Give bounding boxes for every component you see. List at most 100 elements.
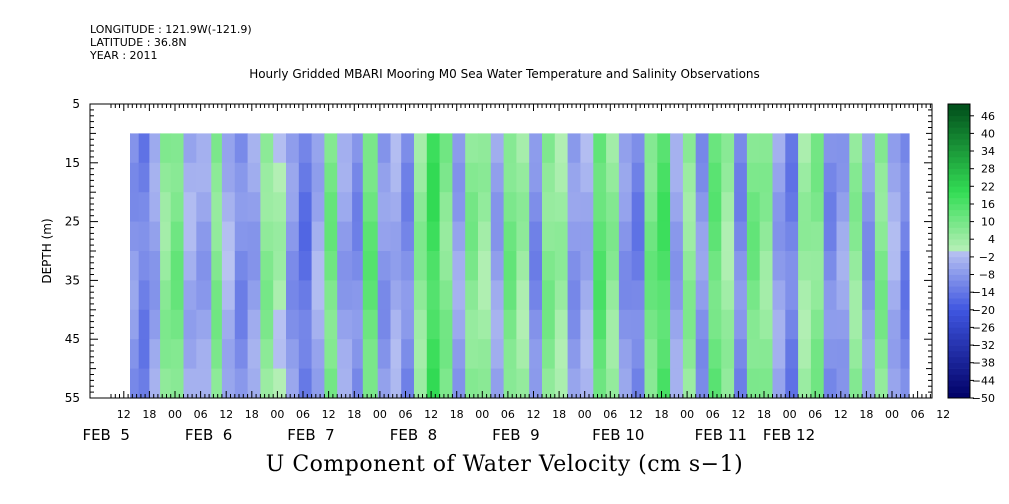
- x-tick-label: 18: [655, 408, 669, 421]
- heatmap-cell: [286, 192, 300, 223]
- heatmap-cell: [734, 368, 748, 399]
- colorbar-segment: [948, 168, 970, 175]
- heatmap-cell: [160, 339, 172, 370]
- colorbar-label: −38: [972, 357, 995, 370]
- heatmap-cell: [849, 221, 863, 252]
- heatmap-cell: [211, 162, 223, 193]
- colorbar-segment: [948, 256, 970, 264]
- heatmap-cell: [234, 368, 249, 399]
- colorbar-segment: [948, 309, 970, 316]
- heatmap-cell: [708, 309, 722, 340]
- colorbar-label: 10: [981, 216, 995, 229]
- heatmap-cell: [286, 368, 300, 399]
- heatmap-cell: [734, 133, 748, 164]
- heatmap-cell: [478, 221, 492, 252]
- heatmap-cell: [138, 192, 150, 223]
- heatmap-cell: [759, 251, 774, 281]
- heatmap-cell: [221, 368, 236, 399]
- heatmap-cell: [183, 339, 197, 370]
- heatmap-cell: [286, 221, 300, 252]
- heatmap-cell: [606, 162, 620, 193]
- heatmap-cell: [138, 309, 150, 340]
- heatmap-cell: [810, 339, 825, 370]
- heatmap-cell: [631, 221, 646, 252]
- x-tick-label: 06: [911, 408, 925, 421]
- colorbar-label: −20: [972, 304, 995, 317]
- colorbar-segment: [948, 303, 970, 311]
- y-tick-label: 15: [65, 156, 80, 170]
- heatmap-cell: [708, 221, 722, 252]
- colorbar-segment: [948, 362, 970, 369]
- heatmap-cell: [887, 251, 902, 281]
- heatmap-cell: [734, 221, 748, 252]
- x-date-label: FEB 6: [185, 426, 232, 444]
- heatmap-cell: [149, 339, 161, 370]
- heatmap-cell: [478, 368, 492, 399]
- colorbar-segment: [948, 268, 970, 275]
- heatmap-cell: [362, 368, 379, 399]
- heatmap-cell: [593, 192, 607, 223]
- heatmap-cell: [149, 309, 161, 340]
- heatmap-cell: [580, 192, 594, 223]
- heatmap-cell: [221, 133, 236, 164]
- heatmap-cell: [452, 192, 466, 223]
- heatmap-cell: [234, 221, 249, 252]
- heatmap-cell: [439, 192, 453, 223]
- heatmap-cell: [631, 309, 646, 340]
- heatmap-cell: [542, 368, 556, 399]
- x-tick-label: 06: [808, 408, 822, 421]
- heatmap-cell: [196, 192, 212, 223]
- heatmap-cell: [452, 162, 466, 193]
- velocity-heatmap-chart: 12 18 00 06 12 18 00 06 12 18 00 06 12 18 00 06 12 18 00 06…: [40, 97, 995, 444]
- heatmap-cell: [823, 221, 838, 252]
- x-date-label: FEB 12: [763, 426, 815, 444]
- heatmap-cell: [311, 368, 325, 399]
- heatmap-cell: [160, 162, 172, 193]
- chart-title: Hourly Gridded MBARI Mooring M0 Sea Wate…: [249, 67, 760, 81]
- heatmap-cell: [414, 368, 428, 399]
- heatmap-cell: [823, 192, 838, 223]
- heatmap-cell: [542, 309, 556, 340]
- heatmap-cell: [734, 339, 748, 370]
- heatmap-cell: [606, 309, 620, 340]
- heatmap-cell: [657, 162, 671, 193]
- colorbar-segment: [948, 239, 970, 246]
- colorbar-segment: [948, 174, 970, 181]
- heatmap-cell: [362, 133, 379, 164]
- heatmap-cell: [785, 280, 799, 311]
- heatmap-cell: [273, 339, 287, 370]
- heatmap-cell: [503, 339, 517, 370]
- heatmap-cell: [708, 339, 722, 370]
- heatmap-cell: [657, 309, 671, 340]
- heatmap-cell: [682, 133, 697, 164]
- heatmap-cell: [695, 192, 710, 223]
- heatmap-cell: [746, 251, 761, 281]
- heatmap-cell: [273, 133, 287, 164]
- heatmap-cell: [759, 221, 774, 252]
- heatmap-cell: [682, 280, 697, 311]
- heatmap-cell: [631, 280, 646, 311]
- heatmap-cell: [337, 280, 353, 311]
- heatmap-cell: [478, 133, 492, 164]
- heatmap-cell: [260, 162, 274, 193]
- heatmap-cell: [260, 221, 274, 252]
- heatmap-cell: [221, 251, 236, 281]
- heatmap-cell: [734, 162, 748, 193]
- heatmap-cell: [324, 162, 338, 193]
- heatmap-cell: [772, 133, 786, 164]
- heatmap-cell: [529, 192, 543, 223]
- heatmap-cell: [759, 368, 774, 399]
- heatmap-cell: [452, 368, 466, 399]
- heatmap-cell: [324, 280, 338, 311]
- heatmap-cell: [130, 368, 140, 399]
- x-axis-ticks: 12 18 00 06 12 18 00 06 12 18 00 06 12 18 00 06 12 18 00 06…: [82, 104, 950, 444]
- heatmap-cell: [849, 192, 863, 223]
- heatmap-cell: [298, 339, 313, 370]
- heatmap-cell: [439, 280, 453, 311]
- heatmap-cell: [708, 133, 722, 164]
- colorbar-segment: [948, 380, 970, 387]
- heatmap-cell: [580, 133, 594, 164]
- heatmap-cell: [414, 133, 428, 164]
- heatmap-cell: [138, 162, 150, 193]
- y-tick-label: 5: [72, 97, 80, 111]
